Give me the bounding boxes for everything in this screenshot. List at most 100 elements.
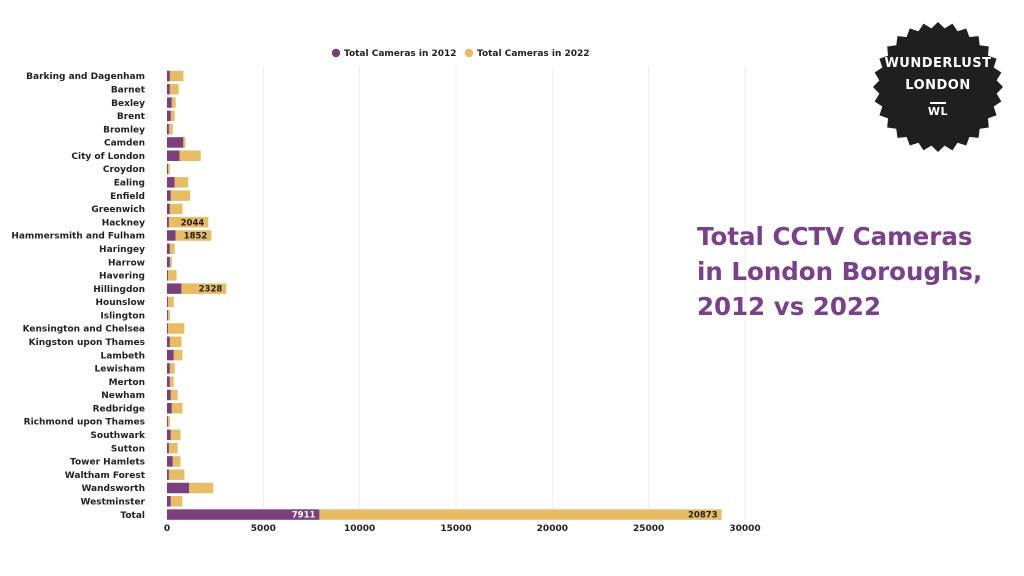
bar-ealing-2012 bbox=[167, 177, 175, 188]
bar-enfield-2012 bbox=[167, 190, 171, 201]
bar-tower-hamlets-2012 bbox=[167, 456, 173, 467]
category-label-barnet: Barnet bbox=[111, 85, 146, 95]
category-label-havering: Havering bbox=[99, 272, 145, 282]
category-label-redbridge: Redbridge bbox=[93, 404, 145, 414]
bar-hackney-2012 bbox=[167, 216, 169, 228]
bar-barnet-2022 bbox=[169, 84, 179, 95]
x-tick-0: 0 bbox=[164, 524, 170, 534]
bar-islington-2012 bbox=[167, 309, 168, 321]
bar-bromley-2022 bbox=[168, 123, 173, 135]
category-label-southwark: Southwark bbox=[90, 431, 146, 441]
category-label-harrow: Harrow bbox=[108, 258, 145, 268]
bar-tower-hamlets-2022 bbox=[172, 456, 181, 467]
data-label-hammersmith-and-fulham-2022: 1852 bbox=[184, 232, 208, 242]
grid-lines bbox=[262, 66, 746, 520]
bar-harrow-2022 bbox=[169, 256, 172, 268]
category-labels: Barking and Dagenham Barnet Bexley Brent Bro… bbox=[11, 72, 146, 521]
bar-kingston-upon-thames-2022 bbox=[169, 336, 182, 348]
bar-ealing-2022 bbox=[174, 177, 189, 188]
category-label-lambeth: Lambeth bbox=[101, 351, 145, 361]
category-label-merton: Merton bbox=[109, 378, 145, 388]
bar-sutton-2012 bbox=[167, 442, 169, 454]
bar-haringey-2012 bbox=[167, 243, 170, 255]
badge-seal-shape bbox=[873, 22, 1003, 152]
legend-swatch-2012 bbox=[331, 48, 341, 58]
bar-harrow-2012 bbox=[167, 256, 170, 268]
category-label-kensington-and-chelsea: Kensington and Chelsea bbox=[23, 325, 145, 335]
x-tick-20000: 20000 bbox=[537, 524, 568, 534]
category-label-total: Total bbox=[120, 511, 145, 521]
category-label-kingston-upon-thames: Kingston upon Thames bbox=[29, 338, 145, 348]
badge-line-3: WL bbox=[927, 104, 949, 118]
category-label-lewisham: Lewisham bbox=[95, 365, 145, 375]
category-label-hillingdon: Hillingdon bbox=[93, 285, 145, 295]
category-label-hammersmith-and-fulham: Hammersmith and Fulham bbox=[11, 232, 145, 242]
bar-havering-2012 bbox=[167, 270, 168, 281]
badge-seal-icon bbox=[873, 22, 1003, 152]
bar-lewisham-2012 bbox=[167, 363, 170, 374]
category-label-greenwich: Greenwich bbox=[91, 205, 145, 215]
bar-hounslow-2022 bbox=[167, 296, 174, 308]
bar-sutton-2022 bbox=[168, 442, 178, 454]
bar-wandsworth-2022 bbox=[189, 482, 214, 494]
category-label-enfield: Enfield bbox=[110, 192, 145, 202]
data-labels: 2044 1852 2328 7911 20873 bbox=[181, 218, 718, 520]
legend-label-2022: Total Cameras in 2022 bbox=[477, 49, 590, 59]
category-label-bexley: Bexley bbox=[111, 99, 145, 109]
category-label-ealing: Ealing bbox=[114, 179, 145, 189]
bar-westminster-2012 bbox=[167, 496, 171, 507]
headline-line-2: in London Boroughs, bbox=[697, 257, 983, 286]
brand-logo-badge: WUNDERLUST LONDON WL bbox=[872, 21, 1004, 153]
category-label-croydon: Croydon bbox=[103, 165, 145, 175]
bar-croydon-2012 bbox=[167, 163, 168, 175]
bar-total-2022 bbox=[319, 509, 722, 520]
bar-barking-and-dagenham-2022 bbox=[169, 70, 184, 82]
bar-total-2012 bbox=[167, 509, 320, 520]
bar-hounslow-2012 bbox=[167, 296, 168, 308]
bar-kensington-and-chelsea-2022 bbox=[167, 323, 185, 334]
bar-newham-2022 bbox=[170, 389, 178, 401]
bar-lambeth-2022 bbox=[173, 349, 183, 361]
bar-barking-and-dagenham-2012 bbox=[167, 70, 170, 82]
headline-line-1: Total CCTV Cameras bbox=[697, 222, 973, 251]
bar-bexley-2022 bbox=[171, 97, 176, 108]
category-label-hackney: Hackney bbox=[102, 218, 145, 228]
legend-label-2012: Total Cameras in 2012 bbox=[344, 49, 457, 59]
data-label-total-2022: 20873 bbox=[688, 511, 718, 521]
bar-waltham-forest-2012 bbox=[167, 469, 169, 480]
bar-camden-2012 bbox=[167, 137, 184, 148]
bar-greenwich-2012 bbox=[167, 203, 170, 215]
category-label-brent: Brent bbox=[117, 112, 146, 122]
data-label-hackney-2022: 2044 bbox=[181, 218, 205, 228]
x-tick-15000: 15000 bbox=[440, 524, 471, 534]
category-label-tower-hamlets: Tower Hamlets bbox=[70, 458, 145, 468]
x-tick-25000: 25000 bbox=[633, 524, 664, 534]
bar-city-of-london-2012 bbox=[167, 150, 180, 161]
bar-hammersmith-and-fulham-2022 bbox=[175, 230, 212, 241]
badge-line-1: WUNDERLUST bbox=[884, 56, 992, 72]
category-label-westminster: Westminster bbox=[81, 497, 146, 507]
category-label-wandsworth: Wandsworth bbox=[81, 484, 145, 494]
bar-bromley-2012 bbox=[167, 123, 169, 135]
bar-richmond-upon-thames-2012 bbox=[167, 416, 168, 427]
bar-islington-2022 bbox=[167, 309, 170, 321]
bar-croydon-2022 bbox=[167, 163, 170, 175]
badge-line-2: LONDON bbox=[905, 78, 971, 94]
x-axis-ticks: 0 5000 10000 15000 20000 25000 30000 bbox=[164, 524, 761, 534]
legend: Total Cameras in 2012 Total Cameras in 20… bbox=[331, 48, 590, 59]
category-label-islington: Islington bbox=[100, 311, 145, 321]
bar-merton-2022 bbox=[169, 376, 174, 387]
category-label-hounslow: Hounslow bbox=[96, 298, 145, 308]
bar-brent-2012 bbox=[167, 110, 171, 122]
bar-kingston-upon-thames-2012 bbox=[167, 336, 170, 348]
bar-southwark-2022 bbox=[170, 429, 181, 441]
data-label-total-2012: 7911 bbox=[292, 511, 316, 521]
category-label-haringey: Haringey bbox=[99, 245, 145, 255]
bar-bexley-2012 bbox=[167, 97, 172, 108]
bar-camden-2022 bbox=[183, 137, 186, 148]
bar-city-of-london-2022 bbox=[179, 150, 201, 161]
chart-headline: Total CCTV Cameras in London Boroughs, 2… bbox=[697, 219, 997, 324]
bar-southwark-2012 bbox=[167, 429, 171, 441]
bar-merton-2012 bbox=[167, 376, 170, 387]
